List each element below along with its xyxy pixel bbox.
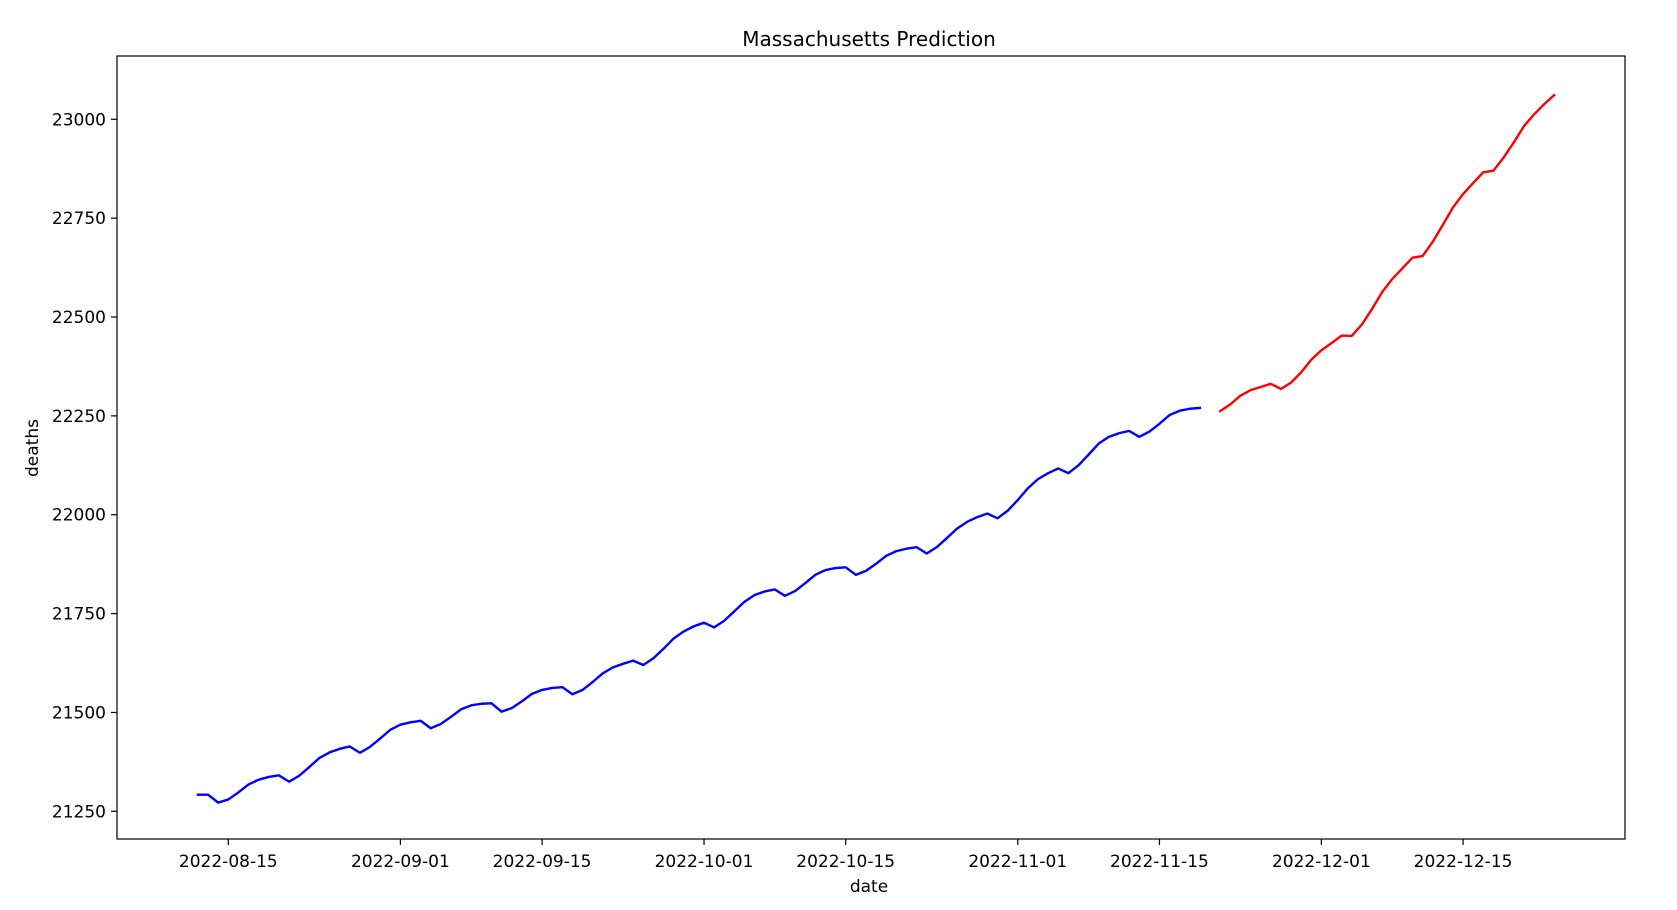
x-tick-label: 2022-10-01 bbox=[655, 852, 754, 872]
y-tick-label: 22500 bbox=[52, 308, 106, 328]
y-tick-label: 22000 bbox=[52, 506, 106, 526]
y-tick-label: 21500 bbox=[52, 703, 106, 723]
series-line-0 bbox=[196, 406, 1202, 804]
plot-area bbox=[196, 93, 1556, 804]
y-axis: 21250 21500 21750 22000 22250 22500 22750 23000 bbox=[52, 110, 117, 822]
x-tick-label: 2022-12-01 bbox=[1272, 852, 1371, 872]
y-tick-label: 22250 bbox=[52, 407, 106, 427]
x-tick-label: 2022-09-01 bbox=[351, 852, 450, 872]
x-tick-label: 2022-09-15 bbox=[493, 852, 592, 872]
x-tick-label: 2022-08-15 bbox=[179, 852, 278, 872]
x-tick-label: 2022-10-15 bbox=[796, 852, 895, 872]
x-axis: 2022-08-15 2022-09-01 2022-09-15 2022-10-01… bbox=[179, 839, 1513, 872]
y-axis-label: deaths bbox=[23, 419, 43, 477]
chart-title: Massachusetts Prediction bbox=[742, 27, 996, 51]
y-tick-label: 21250 bbox=[52, 802, 106, 822]
x-axis-label: date bbox=[850, 877, 888, 897]
y-tick-label: 23000 bbox=[52, 110, 106, 130]
y-tick-label: 22750 bbox=[52, 209, 106, 229]
y-tick-label: 21750 bbox=[52, 605, 106, 625]
x-tick-label: 2022-12-15 bbox=[1414, 852, 1513, 872]
x-tick-label: 2022-11-15 bbox=[1110, 852, 1209, 872]
series-line-1 bbox=[1218, 93, 1556, 413]
plot-frame bbox=[116, 55, 1626, 840]
x-tick-label: 2022-11-01 bbox=[968, 852, 1067, 872]
